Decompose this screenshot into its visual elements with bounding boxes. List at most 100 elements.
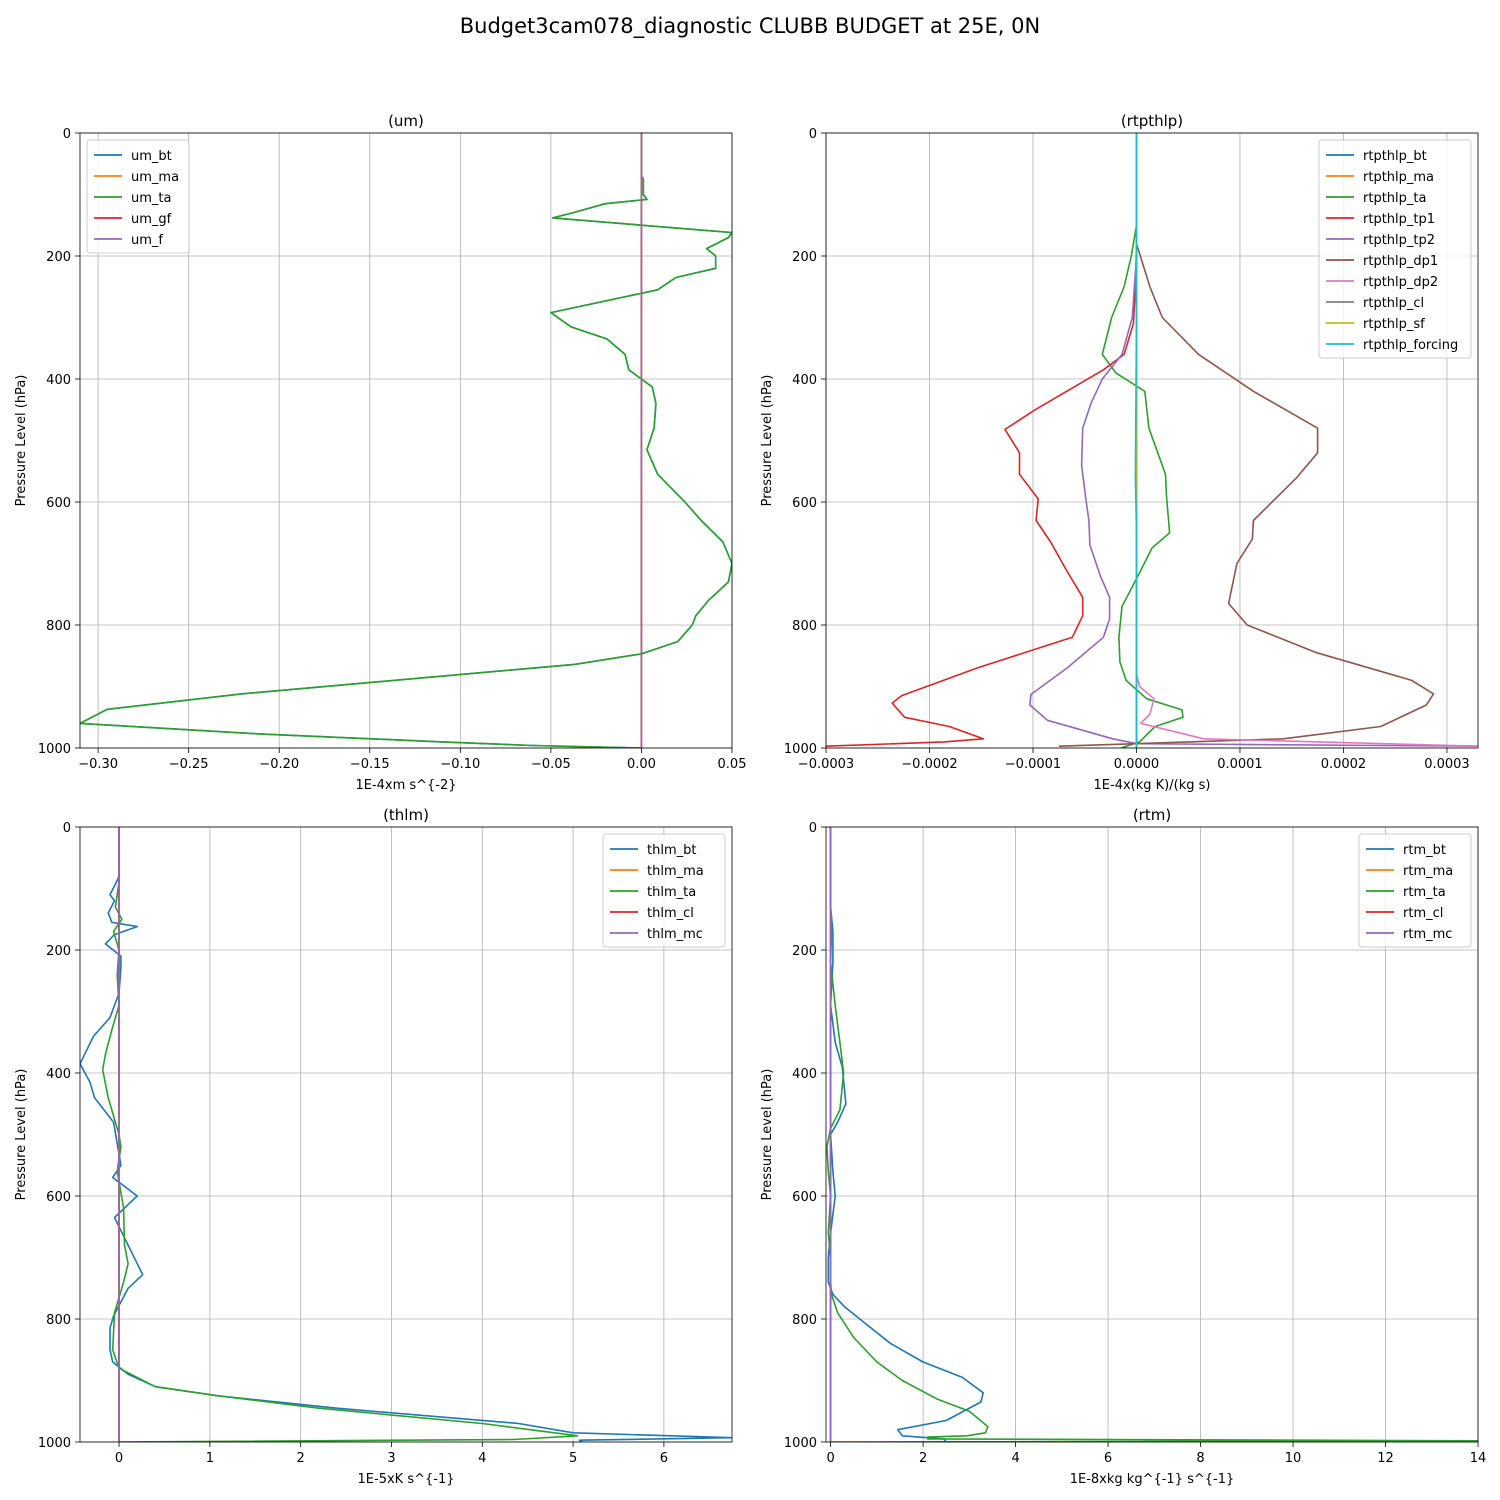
series-line-thlm_ta bbox=[101, 827, 579, 1442]
subplot-title: (rtm) bbox=[1133, 806, 1171, 824]
legend-label-um_ta: um_ta bbox=[131, 191, 171, 206]
x-tick-label: 6 bbox=[660, 1451, 668, 1466]
legend: rtpthlp_bt rtpthlp_ma rtpthlp_ta rtpthlp_tp… bbox=[1318, 139, 1472, 359]
subplot-3: 0 2 4 6 8 10 12 14 0 200 400 600 800 1000 (rtm) 1E-8xkg… bbox=[760, 806, 1486, 1487]
y-tick-label: 1000 bbox=[784, 1436, 817, 1451]
y-tick-label: 400 bbox=[46, 1067, 71, 1082]
y-tick-label: 800 bbox=[792, 1313, 817, 1328]
legend-label-rtpthlp_dp2: rtpthlp_dp2 bbox=[1363, 275, 1438, 290]
legend-label-rtm_ma: rtm_ma bbox=[1403, 864, 1453, 879]
legend-label-rtm_cl: rtm_cl bbox=[1403, 906, 1443, 921]
subplot-title: (rtpthlp) bbox=[1121, 112, 1183, 130]
y-tick-label: 0 bbox=[63, 821, 71, 836]
series-line-um_ta bbox=[80, 133, 732, 748]
legend-label-rtpthlp_tp2: rtpthlp_tp2 bbox=[1363, 233, 1435, 248]
legend-label-thlm_cl: thlm_cl bbox=[647, 906, 694, 921]
y-tick-label: 200 bbox=[792, 250, 817, 265]
legend: rtm_bt rtm_ma rtm_ta rtm_cl rtm_mc bbox=[1358, 833, 1472, 948]
figure-title: Budget3cam078_diagnostic CLUBB BUDGET at… bbox=[459, 14, 1041, 38]
legend-label-rtpthlp_tp1: rtpthlp_tp1 bbox=[1363, 212, 1435, 227]
x-tick-label: 8 bbox=[1196, 1451, 1204, 1466]
x-axis-label: 1E-5xK s^{-1} bbox=[358, 1472, 455, 1487]
y-tick-label: 600 bbox=[792, 496, 817, 511]
legend-label-rtpthlp_dp1: rtpthlp_dp1 bbox=[1363, 254, 1438, 269]
x-tick-label: −0.0001 bbox=[1005, 757, 1061, 772]
y-tick-label: 1000 bbox=[38, 742, 71, 757]
y-axis-label: Pressure Level (hPa) bbox=[760, 375, 775, 507]
y-tick-label: 1000 bbox=[784, 742, 817, 757]
y-tick-label: 0 bbox=[809, 127, 817, 142]
x-tick-label: 0 bbox=[826, 1451, 834, 1466]
y-tick-label: 200 bbox=[46, 250, 71, 265]
legend-box bbox=[1318, 139, 1472, 359]
x-tick-label: −0.05 bbox=[531, 757, 571, 772]
y-tick-label: 800 bbox=[792, 619, 817, 634]
x-tick-label: 2 bbox=[919, 1451, 927, 1466]
series-line-rtpthlp_tp2 bbox=[1029, 133, 1478, 747]
x-tick-label: 0.05 bbox=[718, 757, 747, 772]
series-group bbox=[80, 827, 732, 1442]
y-tick-label: 400 bbox=[792, 373, 817, 388]
y-tick-label: 400 bbox=[46, 373, 71, 388]
x-tick-label: 4 bbox=[1011, 1451, 1019, 1466]
y-tick-label: 200 bbox=[792, 944, 817, 959]
subplot-2: 0 1 2 3 4 5 6 0 200 400 600 800 1000 (thlm) 1E-5xK s^{… bbox=[14, 806, 733, 1487]
x-tick-label: 6 bbox=[1104, 1451, 1112, 1466]
x-axis-label: 1E-8xkg kg^{-1} s^{-1} bbox=[1070, 1472, 1235, 1487]
legend-label-thlm_bt: thlm_bt bbox=[647, 843, 696, 858]
legend-label-rtpthlp_cl: rtpthlp_cl bbox=[1363, 296, 1424, 311]
x-tick-label: 4 bbox=[478, 1451, 486, 1466]
legend-label-rtpthlp_forcing: rtpthlp_forcing bbox=[1363, 338, 1458, 353]
x-tick-label: −0.25 bbox=[169, 757, 209, 772]
x-tick-label: 0.0002 bbox=[1321, 757, 1367, 772]
y-tick-label: 600 bbox=[792, 1190, 817, 1205]
x-tick-label: 0.0000 bbox=[1114, 757, 1160, 772]
x-axis-label: 1E-4xm s^{-2} bbox=[355, 778, 456, 793]
legend-label-rtm_bt: rtm_bt bbox=[1403, 843, 1446, 858]
legend-box bbox=[86, 139, 190, 254]
legend-label-um_gf: um_gf bbox=[131, 212, 172, 227]
legend: um_bt um_ma um_ta um_gf um_f bbox=[86, 139, 190, 254]
x-tick-label: −0.20 bbox=[259, 757, 299, 772]
y-tick-label: 1000 bbox=[38, 1436, 71, 1451]
x-tick-label: −0.30 bbox=[78, 757, 118, 772]
series-line-rtpthlp_dp1 bbox=[1058, 133, 1435, 747]
y-axis-label: Pressure Level (hPa) bbox=[14, 1069, 29, 1201]
y-tick-label: 600 bbox=[46, 1190, 71, 1205]
y-axis-label: Pressure Level (hPa) bbox=[14, 375, 29, 507]
series-group bbox=[826, 827, 1478, 1442]
legend-label-rtm_ta: rtm_ta bbox=[1403, 885, 1446, 900]
x-tick-label: 14 bbox=[1470, 1451, 1487, 1466]
series-line-rtpthlp_ta bbox=[1101, 133, 1184, 748]
subplot-1: −0.0003 −0.0002 −0.0001 0.0000 0.0001 0.0002 0… bbox=[760, 112, 1479, 793]
x-tick-label: −0.0003 bbox=[798, 757, 854, 772]
plot-frame bbox=[79, 132, 733, 749]
series-line-rtm_bt bbox=[827, 827, 985, 1442]
y-tick-label: 800 bbox=[46, 1313, 71, 1328]
x-tick-label: 0.0001 bbox=[1217, 757, 1263, 772]
x-tick-label: −0.15 bbox=[350, 757, 390, 772]
plot-frame bbox=[825, 132, 1479, 749]
legend-label-um_bt: um_bt bbox=[131, 149, 172, 164]
legend-label-rtpthlp_ta: rtpthlp_ta bbox=[1363, 191, 1426, 206]
legend-label-rtpthlp_ma: rtpthlp_ma bbox=[1363, 170, 1434, 185]
legend-label-rtpthlp_sf: rtpthlp_sf bbox=[1363, 317, 1425, 332]
series-group bbox=[80, 133, 732, 748]
y-tick-label: 600 bbox=[46, 496, 71, 511]
plot-frame bbox=[79, 826, 733, 1443]
x-axis-label: 1E-4x(kg K)/(kg s) bbox=[1094, 778, 1211, 793]
legend-label-thlm_mc: thlm_mc bbox=[647, 927, 703, 942]
legend-label-rtm_mc: rtm_mc bbox=[1403, 927, 1452, 942]
y-tick-label: 0 bbox=[63, 127, 71, 142]
x-tick-label: 5 bbox=[569, 1451, 577, 1466]
plot-frame bbox=[825, 826, 1479, 1443]
subplot-title: (um) bbox=[388, 112, 424, 130]
x-tick-label: 0 bbox=[115, 1451, 123, 1466]
series-line-rtpthlp_forcing bbox=[1134, 133, 1138, 748]
legend-label-rtpthlp_bt: rtpthlp_bt bbox=[1363, 149, 1427, 164]
legend-label-thlm_ma: thlm_ma bbox=[647, 864, 704, 879]
y-tick-label: 400 bbox=[792, 1067, 817, 1082]
subplot-0: −0.30 −0.25 −0.20 −0.15 −0.10 −0.05 0.00 0.05 0 2… bbox=[14, 112, 746, 793]
x-tick-label: 0.00 bbox=[627, 757, 656, 772]
